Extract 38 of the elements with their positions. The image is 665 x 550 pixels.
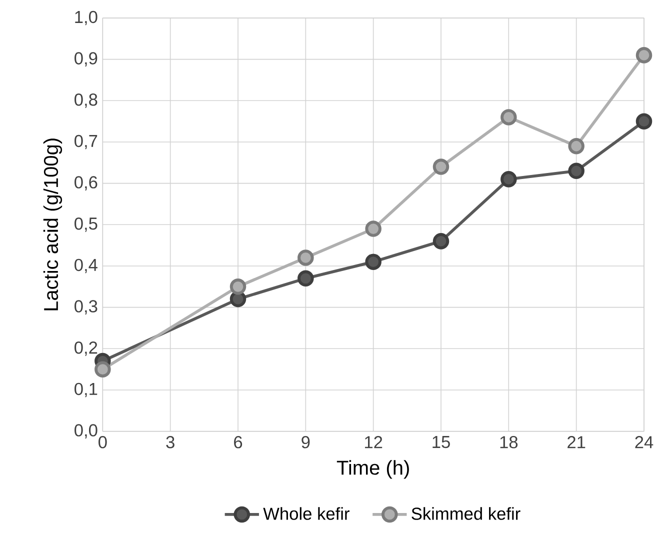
point xyxy=(500,109,517,126)
y-tick-label: 0,3 xyxy=(74,300,98,314)
y-tick-label: 0,2 xyxy=(74,341,98,356)
point xyxy=(636,47,652,64)
y-tick-label: 0,7 xyxy=(74,134,98,150)
x-tick-label: 24 xyxy=(635,436,654,448)
y-tick-label: 0,5 xyxy=(74,217,98,232)
point xyxy=(94,361,111,378)
y-axis-title: Lactic acid (g/100g) xyxy=(43,138,62,310)
point xyxy=(568,162,584,180)
point xyxy=(432,158,450,175)
x-tick-label: 0 xyxy=(98,436,107,448)
y-tick-label: 0,1 xyxy=(74,382,98,398)
point xyxy=(636,113,652,130)
y-tick-label: 0,0 xyxy=(74,424,98,438)
x-tick-label: 6 xyxy=(234,436,242,448)
y-tick-label: 0,9 xyxy=(74,52,98,66)
y-tick-label: 1,0 xyxy=(75,10,98,26)
x-tick-label: 18 xyxy=(500,436,518,448)
point xyxy=(298,250,314,266)
point xyxy=(230,278,246,295)
y-tick-label: 0,6 xyxy=(74,176,98,190)
point xyxy=(568,138,584,154)
x-tick-label: 3 xyxy=(166,436,174,448)
x-axis-title: Time (h) xyxy=(336,460,409,479)
x-tick-label: 9 xyxy=(302,436,310,448)
x-tick-label: 12 xyxy=(365,436,382,448)
y-tick-label: 0,8 xyxy=(74,93,98,108)
x-tick-label: 15 xyxy=(432,436,450,448)
y-tick-label: 0,4 xyxy=(74,258,98,274)
point xyxy=(500,171,517,188)
legend-label: Skimmed kefir xyxy=(412,507,520,520)
legend-label: Whole kefir xyxy=(263,507,350,520)
point xyxy=(432,233,450,250)
point xyxy=(365,254,382,270)
point xyxy=(298,270,314,287)
point xyxy=(365,220,382,237)
x-tick-label: 21 xyxy=(568,436,586,448)
